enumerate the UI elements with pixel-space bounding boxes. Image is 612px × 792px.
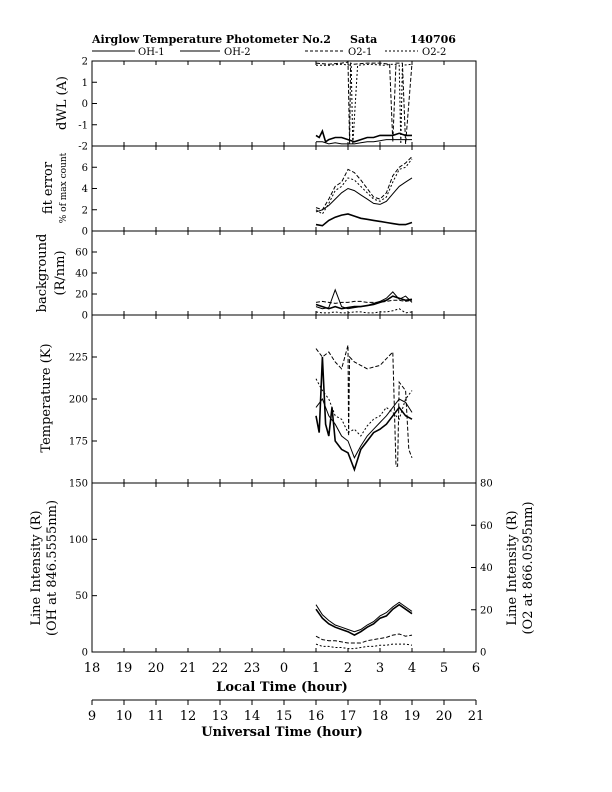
- xtick-label-local: 18: [84, 661, 101, 676]
- ut-tick-label: 15: [276, 709, 293, 724]
- series-temperature-o2-1: [315, 345, 413, 467]
- ut-tick-label: 14: [244, 709, 261, 724]
- series-dwl-oh-2: [316, 139, 412, 145]
- legend: OH-1 OH-2 O2-1 O2-2: [92, 47, 446, 58]
- ylabel-fiterror: fit error: [41, 161, 56, 214]
- ut-tick-label: 13: [212, 709, 229, 724]
- ylabel-background: background: [35, 234, 50, 313]
- ylabel2-fiterror: % of max count: [59, 152, 69, 223]
- y2tick-label-intensity: 60: [480, 521, 493, 532]
- series-intensity-o2-2: [315, 643, 413, 650]
- ylabel2-intensity: (OH at 846.5555nm): [45, 500, 60, 636]
- y2tick-label-intensity: 20: [480, 605, 493, 616]
- y2tick-label-intensity: 80: [480, 479, 493, 490]
- legend-label-o22: O2-2: [422, 47, 446, 58]
- ytick-label-dwl: -2: [78, 142, 88, 153]
- xtick-label-local: 22: [212, 661, 229, 676]
- xtick-label-local: 23: [244, 661, 261, 676]
- ytick-label-dwl: -1: [78, 120, 88, 131]
- ylabel-temperature: Temperature (K): [39, 343, 54, 452]
- data-series: [315, 61, 413, 650]
- xtick-label-local: 3: [376, 661, 384, 676]
- series-fiterror-oh-2: [315, 177, 413, 213]
- date-label: 140706: [410, 33, 456, 46]
- series-fiterror-o2-1: [315, 156, 413, 211]
- panel-frame-temperature: [91, 314, 477, 484]
- ytick-label-fiterror: 2: [82, 205, 88, 216]
- ytick-label-dwl: 0: [82, 99, 88, 110]
- ytick-label-temperature: 225: [69, 353, 88, 364]
- ytick-label-temperature: 175: [69, 437, 88, 448]
- ytick-label-intensity: 50: [75, 591, 88, 602]
- legend-label-oh1: OH-1: [138, 47, 165, 58]
- panel-frame-fiterror: [91, 145, 477, 232]
- series-intensity-oh-1: [315, 603, 413, 637]
- ytick-label-fiterror: 0: [82, 227, 88, 238]
- legend-label-oh2: OH-2: [224, 47, 251, 58]
- xtick-label-local: 1: [312, 661, 320, 676]
- ut-tick-label: 18: [372, 709, 389, 724]
- ut-tick-label: 17: [340, 709, 357, 724]
- series-intensity-oh-2: [315, 601, 413, 633]
- series-fiterror-o2-2: [315, 158, 413, 215]
- ut-tick-label: 16: [308, 709, 325, 724]
- panel-frame-intensity: [91, 482, 477, 653]
- ut-tick-label: 10: [116, 709, 133, 724]
- ytick-label-intensity: 100: [69, 535, 88, 546]
- y2tick-label-intensity: 0: [480, 648, 486, 659]
- ut-tick-label: 19: [404, 709, 421, 724]
- ylabel-dwl: dWL (A): [55, 76, 70, 130]
- xtick-label-local: 6: [472, 661, 480, 676]
- series-intensity-o2-1: [315, 633, 413, 644]
- ylabel-intensity: Line Intensity (R): [29, 510, 44, 625]
- ytick-label-background: 20: [75, 290, 88, 301]
- ylabel2-background: (R/nm): [53, 250, 68, 295]
- ytick-label-background: 60: [75, 248, 88, 259]
- xtick-label-local: 19: [116, 661, 133, 676]
- series-background-o2-1: [315, 299, 413, 304]
- series-temperature-oh-1: [315, 356, 413, 473]
- series-dwl-o2-1: [315, 61, 413, 144]
- ut-tick-label: 9: [88, 709, 96, 724]
- xtick-label-local: 4: [408, 661, 416, 676]
- y2label-intensity: Line Intensity (R): [505, 510, 520, 625]
- ytick-label-fiterror: 6: [82, 163, 88, 174]
- ytick-label-background: 0: [82, 311, 88, 322]
- station-name: Sata: [350, 33, 377, 46]
- xtick-label-local: 0: [280, 661, 288, 676]
- ut-tick-label: 21: [468, 709, 485, 724]
- ytick-label-intensity: 150: [69, 479, 88, 490]
- panel-frame-dwl: [91, 60, 477, 147]
- ytick-label-intensity: 0: [82, 648, 88, 659]
- legend-label-o21: O2-1: [348, 47, 372, 58]
- series-temperature-o2-2: [315, 378, 413, 437]
- axes: -2-1012024602040601752002250501001500204…: [69, 57, 493, 725]
- series-dwl-o2-2: [316, 63, 413, 145]
- series-background-o2-2: [315, 308, 413, 314]
- series-dwl-oh-1: [315, 128, 412, 144]
- ut-tick-label: 20: [436, 709, 453, 724]
- xlabel-local: Local Time (hour): [216, 680, 348, 695]
- ytick-label-fiterror: 4: [82, 184, 88, 195]
- y2tick-label-intensity: 40: [480, 563, 493, 574]
- ut-tick-label: 11: [148, 709, 165, 724]
- xtick-label-local: 21: [180, 661, 197, 676]
- panel-frame-background: [91, 230, 477, 316]
- xtick-label-local: 20: [148, 661, 165, 676]
- ut-tick-label: 12: [180, 709, 197, 724]
- series-background-oh-2: [315, 288, 413, 310]
- series-fiterror-oh-1: [315, 213, 413, 227]
- xlabel-ut: Universal Time (hour): [201, 725, 363, 740]
- ytick-label-dwl: 1: [82, 78, 88, 89]
- xtick-label-local: 5: [440, 661, 448, 676]
- ytick-label-background: 40: [75, 269, 88, 280]
- ytick-label-temperature: 200: [69, 395, 88, 406]
- y2label2-intensity: (O2 at 866.0595nm): [521, 501, 536, 634]
- ytick-label-dwl: 2: [82, 57, 88, 68]
- chart-title: Airglow Temperature Photometer No.2: [91, 33, 331, 46]
- series-temperature-oh-2: [315, 397, 413, 459]
- xtick-label-local: 2: [344, 661, 352, 676]
